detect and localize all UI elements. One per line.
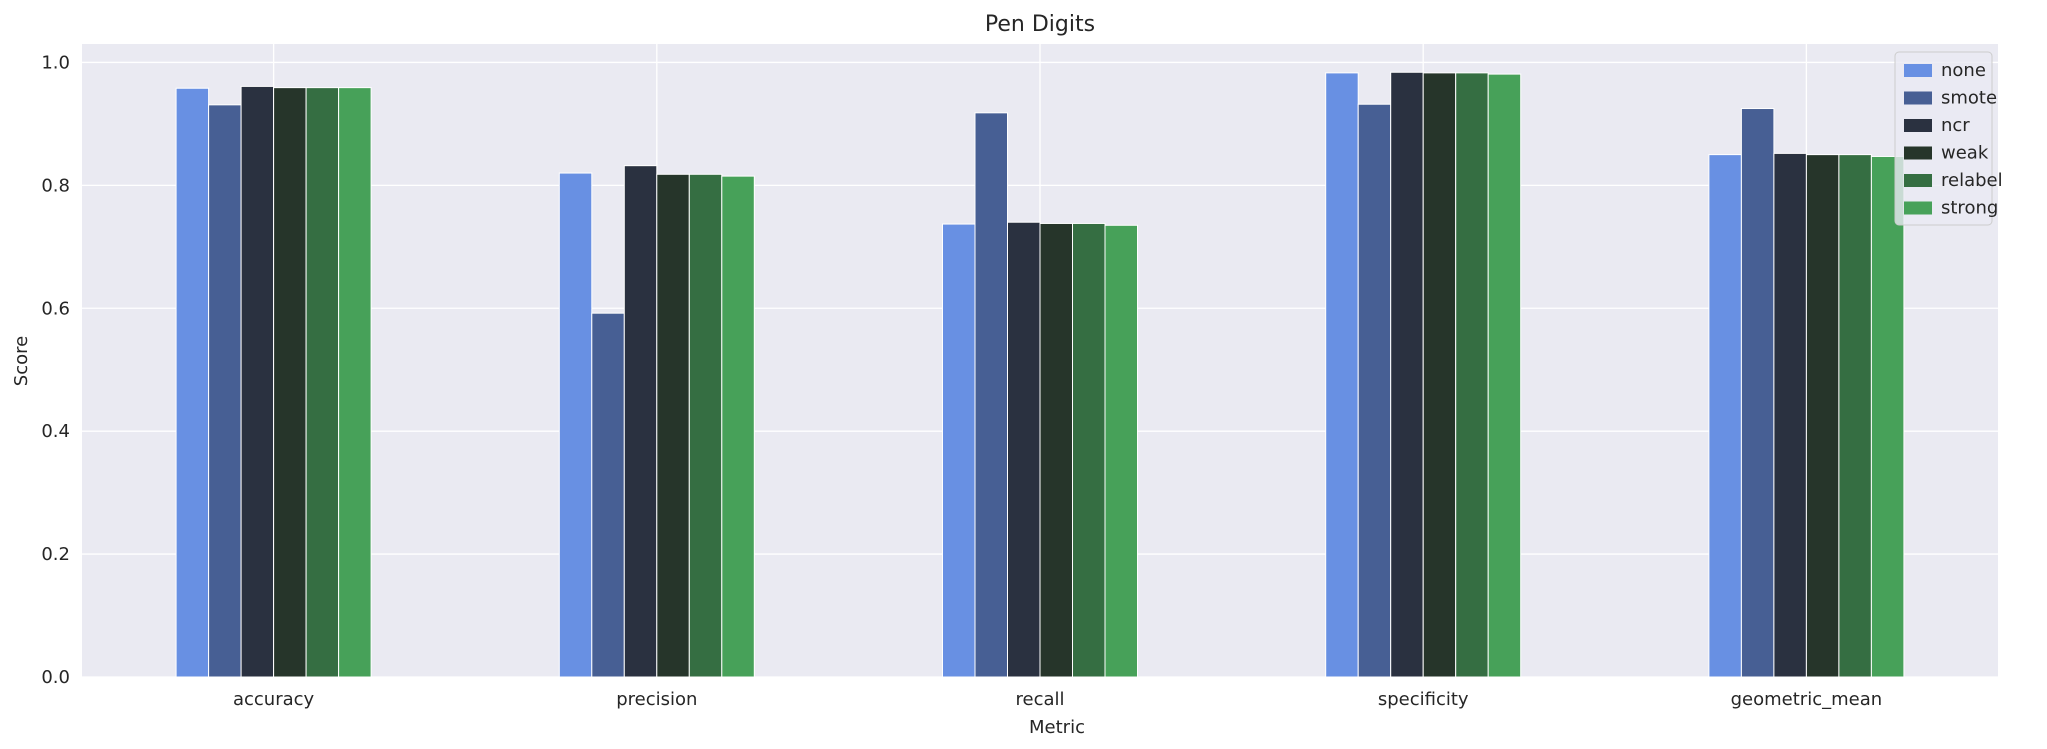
chart-title: Pen Digits <box>985 12 1095 37</box>
bar-smote-specificity <box>1357 103 1392 678</box>
bar-smote-precision <box>591 312 625 678</box>
bar-weak-accuracy <box>273 87 307 678</box>
legend-swatch-weak <box>1904 146 1932 160</box>
legend-label-strong: strong <box>1941 198 1998 219</box>
bar-none-specificity <box>1325 72 1359 678</box>
bar-weak-specificity <box>1422 72 1457 678</box>
legend-label-ncr: ncr <box>1941 115 1970 136</box>
bar-none-accuracy <box>175 87 210 678</box>
bar-strong-geometric_mean <box>1870 155 1905 678</box>
bar-relabel-precision <box>688 173 723 678</box>
x-tick-label: precision <box>616 689 697 710</box>
bar-smote-recall <box>974 112 1008 678</box>
y-tick-label: 0.0 <box>41 667 70 688</box>
y-tick-label: 0.4 <box>41 421 70 442</box>
bar-ncr-specificity <box>1390 71 1424 678</box>
bar-strong-recall <box>1104 224 1138 678</box>
y-axis-label: Score <box>11 336 32 386</box>
legend: none smote ncr weak relabel strong <box>1894 51 2003 226</box>
x-tick-label: accuracy <box>233 689 315 710</box>
bar-relabel-geometric_mean <box>1838 154 1872 678</box>
x-tick-label: recall <box>1015 689 1064 710</box>
legend-swatch-none <box>1904 64 1932 77</box>
bar-none-recall <box>942 223 976 678</box>
x-tick-label: geometric_mean <box>1731 689 1883 710</box>
y-tick-label: 1.0 <box>41 52 70 73</box>
legend-swatch-strong <box>1904 201 1932 215</box>
legend-label-relabel: relabel <box>1941 170 2003 191</box>
bar-relabel-specificity <box>1455 72 1489 678</box>
x-tick-label: specificity <box>1378 689 1469 710</box>
y-tick-label: 0.6 <box>41 298 70 319</box>
legend-swatch-ncr <box>1904 119 1932 132</box>
legend-label-none: none <box>1941 60 1986 81</box>
bar-weak-geometric_mean <box>1805 154 1840 678</box>
bar-ncr-precision <box>623 165 658 678</box>
legend-swatch-relabel <box>1904 174 1932 187</box>
bar-ncr-recall <box>1007 221 1041 678</box>
bar-relabel-recall <box>1072 222 1106 678</box>
bar-strong-precision <box>721 175 755 678</box>
y-tick-label: 0.2 <box>41 544 70 565</box>
x-axis: accuracy precision recall specificity geomet… <box>233 689 1882 710</box>
legend-label-weak: weak <box>1941 143 1989 164</box>
bar-smote-geometric_mean <box>1740 108 1775 678</box>
bar-none-geometric_mean <box>1708 154 1742 678</box>
legend-swatch-smote <box>1904 91 1932 105</box>
x-axis-label: Metric <box>1029 717 1085 738</box>
bar-ncr-geometric_mean <box>1773 152 1807 678</box>
bar-smote-accuracy <box>208 104 242 678</box>
bar-strong-specificity <box>1487 73 1522 678</box>
bar-weak-precision <box>656 173 690 678</box>
bars <box>175 71 1905 678</box>
bar-strong-accuracy <box>338 87 372 678</box>
legend-label-smote: smote <box>1941 88 1997 109</box>
y-tick-label: 0.8 <box>41 175 70 196</box>
bar-none-precision <box>558 172 593 678</box>
bar-weak-recall <box>1039 222 1073 678</box>
bar-ncr-accuracy <box>240 85 275 678</box>
y-axis: 0.0 0.2 0.4 0.6 0.8 1.0 <box>41 52 70 688</box>
bar-relabel-accuracy <box>305 87 340 678</box>
